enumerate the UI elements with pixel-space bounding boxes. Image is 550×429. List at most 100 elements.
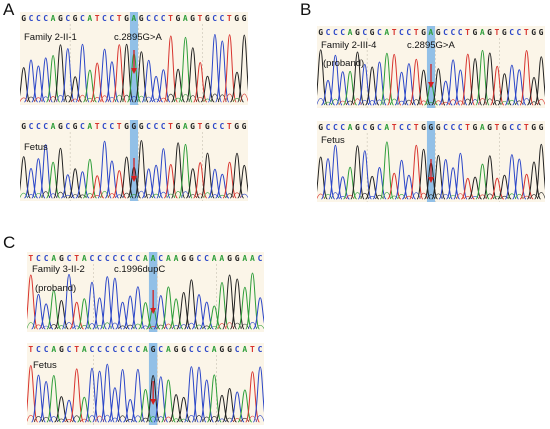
- minor-peak: [492, 196, 502, 200]
- base-letter: A: [182, 14, 188, 23]
- base-letter: C: [457, 123, 463, 132]
- peak-T: [490, 177, 505, 200]
- peak-T: [519, 173, 534, 200]
- base-letter: G: [234, 254, 240, 263]
- base-letter: T: [465, 28, 470, 37]
- base-letter: C: [212, 122, 218, 131]
- minor-peak: [26, 96, 36, 103]
- base-letter: C: [120, 254, 125, 263]
- base-letter: G: [131, 122, 137, 131]
- minor-peak: [63, 95, 73, 103]
- base-letter: G: [181, 254, 187, 263]
- minor-peak: [500, 195, 509, 200]
- minor-peak: [100, 190, 109, 199]
- base-letter: C: [212, 14, 218, 23]
- minor-peak: [151, 98, 161, 103]
- base-letter: T: [28, 345, 34, 354]
- minor-peak: [232, 322, 242, 330]
- peak-G: [200, 75, 215, 103]
- minor-peak: [173, 191, 183, 199]
- peak-C: [23, 167, 39, 199]
- peak-C: [84, 281, 100, 330]
- base-letter: G: [57, 122, 63, 131]
- peak-C: [504, 64, 519, 106]
- peak-T: [409, 144, 424, 200]
- peak-G: [497, 174, 512, 200]
- base-letter: C: [377, 28, 382, 37]
- minor-peak: [72, 325, 82, 330]
- minor-peak: [390, 98, 399, 106]
- base-letter: A: [51, 345, 57, 354]
- peak-C: [401, 174, 417, 200]
- minor-peak: [137, 190, 146, 199]
- minor-peak: [125, 419, 135, 423]
- base-letter: T: [94, 122, 100, 131]
- base-letter: G: [318, 28, 324, 37]
- base-letter: C: [28, 122, 34, 131]
- peak-C: [38, 380, 54, 423]
- base-letter: G: [175, 14, 181, 23]
- peak-C: [453, 152, 468, 200]
- base-letter: T: [391, 28, 397, 37]
- peak-G: [184, 279, 199, 330]
- panel-letter-c: C: [3, 233, 16, 252]
- base-letter: G: [188, 254, 194, 263]
- proband-label: (proband): [35, 283, 77, 294]
- base-letter: T: [197, 14, 203, 23]
- base-letter: A: [384, 123, 390, 132]
- minor-peak: [360, 99, 370, 106]
- minor-peak: [434, 193, 443, 200]
- base-letter: C: [65, 14, 71, 23]
- peak-C: [504, 154, 519, 200]
- minor-peak: [78, 94, 87, 103]
- base-letter: A: [165, 254, 171, 263]
- minor-peak: [156, 324, 166, 330]
- peak-C: [97, 48, 112, 103]
- peak-G: [171, 142, 186, 199]
- peak-C: [215, 173, 230, 199]
- minor-peak: [79, 325, 89, 330]
- peak-G: [526, 161, 542, 200]
- minor-peak: [255, 324, 264, 330]
- base-letter: G: [181, 345, 187, 354]
- minor-peak: [203, 192, 212, 199]
- base-letter: C: [325, 123, 331, 132]
- base-letter: G: [435, 123, 441, 132]
- peak-G: [534, 56, 545, 106]
- base-letter: C: [509, 28, 515, 37]
- base-letter: C: [377, 123, 382, 132]
- minor-peak: [317, 98, 325, 106]
- base-letter: G: [369, 123, 375, 132]
- peak-T: [69, 368, 85, 423]
- minor-peak: [78, 194, 87, 199]
- base-letter: A: [173, 254, 179, 263]
- minor-peak: [34, 416, 43, 423]
- minor-peak: [478, 194, 487, 200]
- peak-G: [468, 58, 483, 106]
- minor-peak: [122, 94, 131, 103]
- peak-G: [317, 156, 328, 200]
- peak-C: [335, 176, 350, 200]
- minor-peak: [210, 93, 220, 103]
- minor-peak: [522, 98, 531, 106]
- minor-peak: [159, 97, 168, 103]
- peak-C: [61, 399, 77, 423]
- base-letter: C: [104, 254, 110, 263]
- base-letter: T: [116, 122, 122, 131]
- peak-C: [148, 75, 164, 103]
- base-letter: A: [384, 28, 390, 37]
- peak-G: [237, 34, 248, 103]
- peak-G: [497, 73, 512, 106]
- minor-peak: [64, 419, 74, 423]
- minor-peak: [41, 96, 50, 103]
- peak-C: [31, 65, 46, 103]
- base-letter: T: [413, 123, 419, 132]
- minor-peak: [522, 195, 531, 200]
- sample-label: Family 3-II-2: [32, 264, 85, 275]
- base-letter: C: [158, 254, 164, 263]
- peak-C: [335, 71, 350, 106]
